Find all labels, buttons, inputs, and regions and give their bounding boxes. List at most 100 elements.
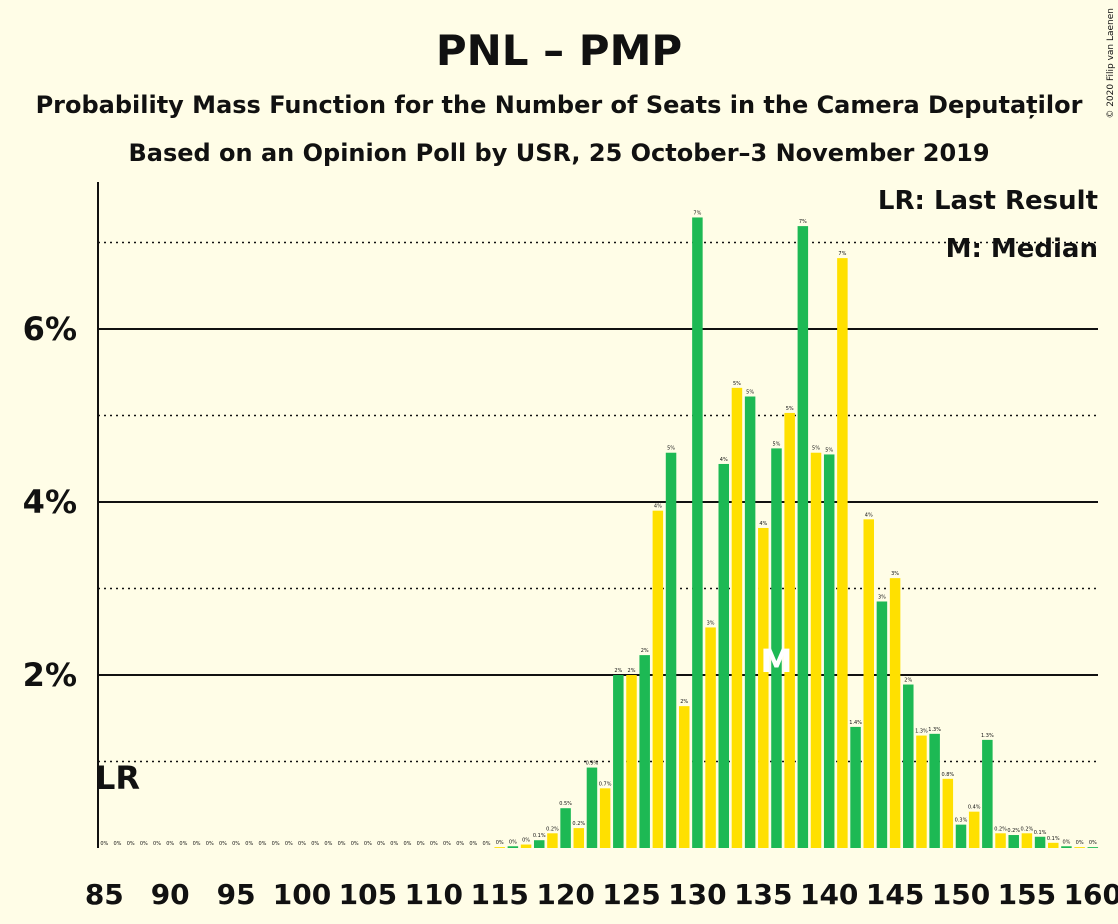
bar-value-label: 0.1%	[1047, 836, 1060, 842]
bar	[1048, 842, 1059, 848]
bar-value-label: 0%	[390, 841, 398, 847]
bar	[955, 824, 967, 848]
x-tick-label: 160	[1064, 878, 1118, 911]
x-tick-label: 135	[734, 878, 792, 911]
bar	[995, 833, 1006, 848]
bar-value-label: 0%	[483, 841, 491, 847]
bar	[837, 258, 848, 849]
bar-value-label: 0.2%	[572, 821, 585, 827]
gridlines	[98, 241, 1098, 763]
bar-value-label: 5%	[812, 446, 820, 452]
bar	[718, 463, 730, 848]
bar	[1008, 835, 1019, 848]
bar	[982, 739, 993, 848]
bar-value-label: 0.1%	[1034, 830, 1047, 836]
bar-value-label: 4%	[720, 457, 728, 463]
bar-value-label: 0%	[522, 838, 530, 844]
bar-value-label: 0.2%	[1021, 826, 1034, 832]
bar-value-label: 0%	[179, 841, 187, 847]
bar-value-label: 1.4%	[849, 720, 862, 726]
bar-value-labels: 0% 0% 0% 0% 0% 0% 0% 0% 0% 0% 0% 0% 0% 0% 0% 0% 0% 0% 0% 0%…	[100, 210, 1097, 847]
bar-value-label: 0%	[311, 841, 319, 847]
bar-value-label: 0%	[206, 841, 214, 847]
bar	[1034, 836, 1046, 848]
x-tick-label: 155	[998, 878, 1056, 911]
y-tick-label: 2%	[23, 656, 77, 694]
bar	[903, 684, 914, 848]
x-tick-label: 85	[85, 878, 124, 911]
bar-value-label: 0%	[417, 841, 425, 847]
x-tick-label: 95	[217, 878, 256, 911]
bar	[626, 675, 637, 848]
bar-value-label: 1.3%	[928, 727, 941, 733]
bar-value-label: 0%	[1076, 840, 1084, 846]
bar	[810, 452, 822, 848]
bar-value-label: 3%	[707, 620, 715, 626]
bar-value-label: 0%	[127, 841, 135, 847]
bar	[1021, 833, 1033, 848]
bar	[771, 448, 782, 848]
bar-value-label: 7%	[799, 219, 807, 225]
bar-value-label: 0.2%	[1007, 828, 1020, 834]
bar-value-label: 0%	[456, 841, 464, 847]
chart-title: PNL – PMP	[436, 26, 682, 75]
x-tick-label: 110	[405, 878, 463, 911]
bar-value-label: 0.9%	[586, 761, 599, 767]
bar-value-label: 0%	[153, 841, 161, 847]
bar-value-label: 5%	[773, 441, 781, 447]
bar-value-label: 2%	[680, 699, 688, 705]
x-tick-label: 145	[866, 878, 924, 911]
bar-value-label: 4%	[654, 504, 662, 510]
y-tick-label: 4%	[23, 483, 77, 521]
bar-value-label: 5%	[733, 381, 741, 387]
bar-value-label: 0%	[351, 841, 359, 847]
bar	[942, 778, 954, 848]
legend-last-result: LR: Last Result	[878, 186, 1098, 216]
bar-value-label: 0%	[258, 841, 266, 847]
bar	[889, 578, 901, 848]
bar-value-label: 3%	[878, 594, 886, 600]
bar	[599, 788, 611, 848]
bar	[639, 655, 650, 848]
bar-value-label: 0%	[509, 839, 517, 845]
bar-value-label: 0%	[338, 841, 346, 847]
bar-value-label: 0%	[403, 841, 411, 847]
bar	[758, 527, 769, 848]
bar-value-label: 0.7%	[599, 781, 612, 787]
bar-value-label: 0.1%	[533, 833, 546, 839]
x-tick-label: 90	[151, 878, 190, 911]
bar	[652, 510, 664, 848]
bar	[494, 847, 505, 848]
x-tick-label: 120	[536, 878, 594, 911]
bar	[507, 846, 519, 848]
bar-value-label: 0%	[166, 841, 174, 847]
bar	[784, 412, 795, 848]
bar	[520, 844, 532, 848]
bar-value-label: 5%	[667, 446, 675, 452]
bar	[573, 828, 585, 848]
bar	[929, 733, 940, 848]
chart-subtitle-2: Based on an Opinion Poll by USR, 25 Octo…	[128, 139, 989, 167]
bar	[731, 387, 743, 848]
legend-median: M: Median	[946, 234, 1098, 264]
bar-value-label: 0%	[140, 841, 148, 847]
bar	[968, 811, 980, 848]
copyright-notice: © 2020 Filip van Laenen	[1106, 8, 1116, 119]
x-tick-label: 130	[668, 878, 726, 911]
bar-value-label: 3%	[891, 571, 899, 577]
bar-value-label: 0%	[469, 841, 477, 847]
bar	[876, 601, 888, 848]
bar	[744, 396, 756, 848]
bar	[533, 840, 545, 848]
bar-value-label: 0%	[193, 841, 201, 847]
last-result-marker: LR	[95, 759, 140, 797]
bar-value-label: 0%	[1089, 840, 1097, 846]
bar-value-label: 0%	[364, 841, 372, 847]
bar	[1074, 847, 1085, 848]
bar-value-label: 1.3%	[915, 729, 928, 735]
x-tick-label: 125	[602, 878, 660, 911]
markers: LR M	[95, 642, 792, 797]
bar	[1061, 846, 1072, 848]
bar-value-label: 0%	[1062, 839, 1070, 845]
bar	[916, 735, 927, 848]
